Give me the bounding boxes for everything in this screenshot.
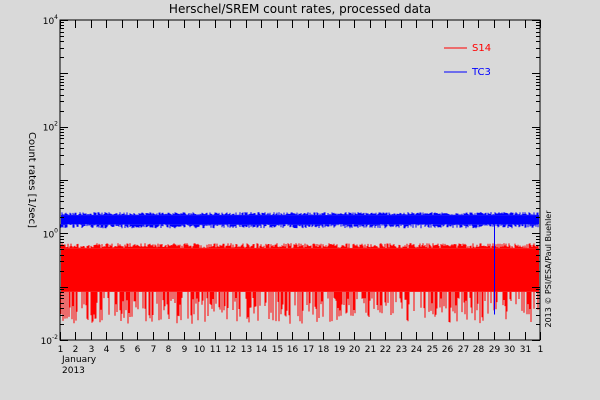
- y-tick-label: 104: [43, 14, 58, 27]
- x-tick-label: 9: [182, 345, 188, 355]
- series-tc3-band: [61, 215, 539, 225]
- y-tick-label: 100: [43, 227, 58, 240]
- x-axis-label-month: January: [61, 355, 97, 365]
- x-tick-label: 28: [473, 345, 485, 355]
- x-tick-label: 7: [151, 345, 157, 355]
- y-tick-label: 10-2: [41, 334, 59, 347]
- legend: S14 TC3: [444, 43, 491, 78]
- x-tick-label: 2: [73, 345, 79, 355]
- series-s14: [60, 243, 539, 324]
- x-tick-label: 4: [104, 345, 110, 355]
- series-s14-upper-noise: [60, 243, 539, 249]
- x-tick-label: 17: [303, 345, 314, 355]
- x-tick-label: 31: [520, 345, 531, 355]
- x-tick-label: 1: [58, 345, 64, 355]
- x-tick-label: 11: [210, 345, 221, 355]
- x-tick-label: 3: [89, 345, 95, 355]
- x-tick-label: 24: [411, 345, 423, 355]
- x-tick-label: 13: [241, 345, 252, 355]
- x-tick-label: 10: [194, 345, 206, 355]
- x-tick-label: 6: [135, 345, 141, 355]
- x-tick-label: 25: [427, 345, 438, 355]
- y-tick-label: 102: [43, 121, 58, 134]
- y-axis: 104 102 100 10-2: [41, 14, 540, 347]
- credit-text: 2013 © PSI/ESA/Paul Buehler: [544, 210, 553, 328]
- x-axis: 1 2 3 4 5 6 7 8 9 10 11 12 13 14 15 16 17 18 19 20 21 22 23 24 2…: [58, 20, 544, 355]
- chart-title: Herschel/SREM count rates, processed dat…: [169, 2, 431, 16]
- series-s14-band: [61, 248, 539, 292]
- x-tick-label: 8: [166, 345, 172, 355]
- series-tc3: [60, 212, 539, 315]
- legend-label-tc3: TC3: [471, 67, 491, 78]
- x-tick-label: 18: [318, 345, 330, 355]
- x-tick-label: 1: [538, 345, 544, 355]
- x-tick-label: 21: [365, 345, 376, 355]
- x-tick-label: 26: [442, 345, 454, 355]
- x-tick-label: 15: [272, 345, 283, 355]
- series-layer: [60, 212, 539, 324]
- x-tick-label: 29: [489, 345, 501, 355]
- x-tick-label: 5: [120, 345, 126, 355]
- legend-label-s14: S14: [472, 43, 491, 54]
- y-axis-label: Count rates [1/sec]: [26, 132, 37, 228]
- x-tick-label: 22: [380, 345, 391, 355]
- x-tick-label: 30: [504, 345, 516, 355]
- x-tick-label: 12: [225, 345, 236, 355]
- x-tick-label: 20: [349, 345, 361, 355]
- x-axis-label-year: 2013: [62, 366, 85, 376]
- x-tick-label: 19: [334, 345, 346, 355]
- x-tick-label: 16: [287, 345, 299, 355]
- x-tick-label: 23: [396, 345, 407, 355]
- x-tick-label: 27: [458, 345, 469, 355]
- series-tc3-noise: [60, 212, 539, 229]
- x-tick-label: 14: [256, 345, 268, 355]
